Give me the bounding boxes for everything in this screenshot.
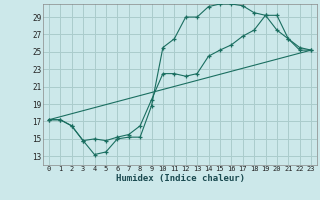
X-axis label: Humidex (Indice chaleur): Humidex (Indice chaleur) [116, 174, 244, 183]
